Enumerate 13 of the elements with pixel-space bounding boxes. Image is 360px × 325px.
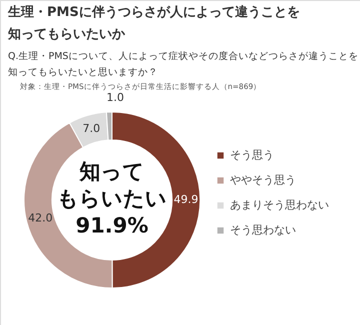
text: 知って <box>78 160 144 184</box>
legend-label: そう思わない <box>230 224 296 236</box>
chart-title: 生理・PMSに伴うつらさが人によって違うことを知ってもらいたいか <box>7 4 300 42</box>
data-label: 42.0 <box>28 212 53 225</box>
legend-label: あまりそう思わない <box>230 198 329 212</box>
data-label: 7.0 <box>82 122 100 135</box>
chart-subtitle: Q.生理・PMSについて、人によって症状やその度合いなどつらさが違うことを知ってもらいたいと思いますか？ <box>8 50 358 78</box>
data-label: 1.0 <box>106 91 124 104</box>
text: 91.9% <box>76 214 148 238</box>
text: もらいたい <box>57 186 167 210</box>
legend-label: ややそう思う <box>230 174 296 186</box>
legend-label: そう思う <box>230 148 274 162</box>
data-label: 49.9 <box>174 192 198 206</box>
